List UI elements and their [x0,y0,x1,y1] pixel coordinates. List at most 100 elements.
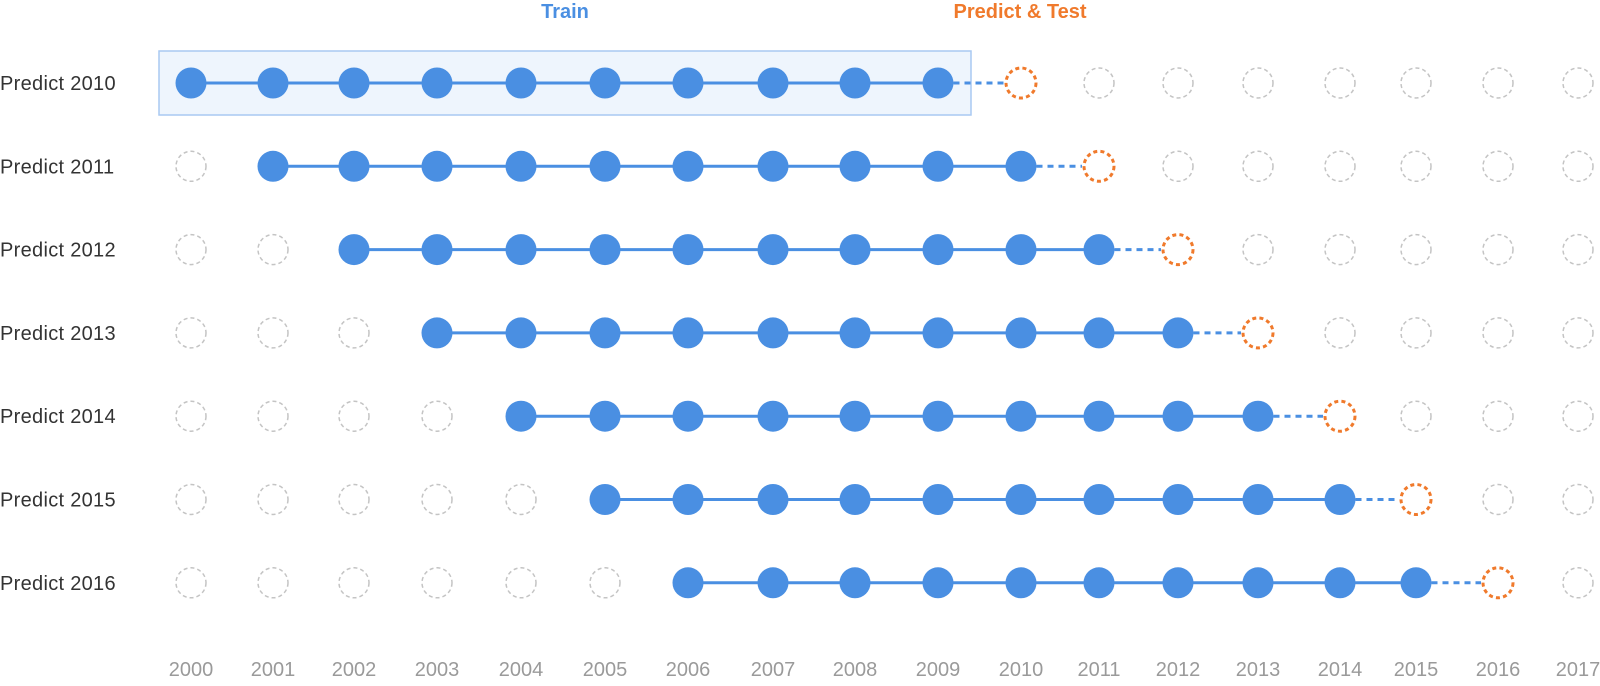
window-row: Predict 2015 [0,483,1594,516]
train-point [589,317,621,349]
unused-point [175,317,207,349]
window-row: Predict 2014 [0,399,1594,433]
unused-point [338,483,370,516]
window-row: Predict 2013 [0,316,1594,350]
unused-point [1242,67,1274,99]
unused-point [338,317,370,349]
unused-point [1400,150,1432,183]
unused-point [338,400,370,432]
train-point [757,567,789,599]
unused-point [1162,150,1194,183]
year-tick-label: 2006 [666,659,711,681]
unused-point [1324,150,1356,183]
unused-point [1482,483,1514,516]
year-tick-label: 2010 [999,659,1044,681]
unused-point [1562,400,1594,432]
row-label: Predict 2010 [0,73,116,95]
train-point [922,150,954,182]
train-point [505,234,537,266]
train-point [1324,567,1356,599]
train-point [1005,400,1037,432]
train-point [421,150,453,182]
unused-point [1400,233,1432,266]
unused-point [338,567,370,599]
row-label: Predict 2013 [0,323,116,345]
unused-point [1482,150,1514,183]
train-point [672,484,704,515]
train-point [757,317,789,349]
train-point [589,150,621,182]
train-point [1162,484,1194,515]
unused-point [1562,483,1594,516]
train-point [421,234,453,266]
year-tick-label: 2004 [499,659,544,681]
unused-point [1324,317,1356,349]
unused-point [1162,67,1194,99]
legend: Train Predict & Test [541,1,1087,23]
train-point [1242,400,1274,432]
train-point [672,150,704,182]
unused-point [1324,67,1356,99]
year-axis: 2000 2001 2002 2003 2004 2005 2006 2007 2008 2009… [169,659,1600,681]
row-label: Predict 2014 [0,406,116,428]
test-point [1241,316,1275,350]
train-point [839,317,871,349]
train-point [757,67,789,99]
train-point [922,567,954,599]
train-point [1400,567,1432,599]
train-point [1083,400,1115,432]
train-point [672,317,704,349]
unused-point [505,567,537,599]
train-point [505,317,537,349]
unused-point [175,567,207,599]
train-point [672,234,704,266]
unused-point [175,483,207,516]
unused-point [1562,150,1594,183]
unused-point [257,400,289,432]
unused-point [1562,67,1594,99]
year-tick-label: 2015 [1394,659,1439,681]
train-point [839,567,871,599]
train-point [839,67,871,99]
train-point [1324,484,1356,515]
unused-point [1400,400,1432,432]
train-point [1242,567,1274,599]
unused-point [1482,233,1514,266]
year-tick-label: 2012 [1156,659,1201,681]
train-point [1162,400,1194,432]
train-point [1162,567,1194,599]
unused-point [1482,67,1514,99]
window-row: Predict 2016 [0,566,1594,600]
train-point [922,317,954,349]
train-point [589,484,621,515]
year-tick-label: 2009 [916,659,961,681]
train-point [1005,317,1037,349]
unused-point [1562,233,1594,266]
train-point [1005,150,1037,182]
unused-point [257,317,289,349]
train-point [589,400,621,432]
train-point [757,234,789,266]
train-point [589,67,621,99]
unused-point [1400,317,1432,349]
year-tick-label: 2017 [1556,659,1600,681]
unused-point [505,483,537,516]
unused-point [1083,67,1115,99]
train-point [1162,317,1194,349]
year-tick-label: 2001 [251,659,296,681]
train-point [1005,567,1037,599]
train-point [257,67,289,99]
row-label: Predict 2012 [0,240,116,262]
unused-point [257,233,289,266]
year-tick-label: 2000 [169,659,214,681]
unused-point [175,233,207,266]
year-tick-label: 2011 [1077,659,1120,681]
unused-point [257,567,289,599]
train-point [922,67,954,99]
train-point [421,317,453,349]
train-point [505,150,537,182]
train-point [922,484,954,515]
train-point [1005,234,1037,266]
train-point [1083,234,1115,266]
